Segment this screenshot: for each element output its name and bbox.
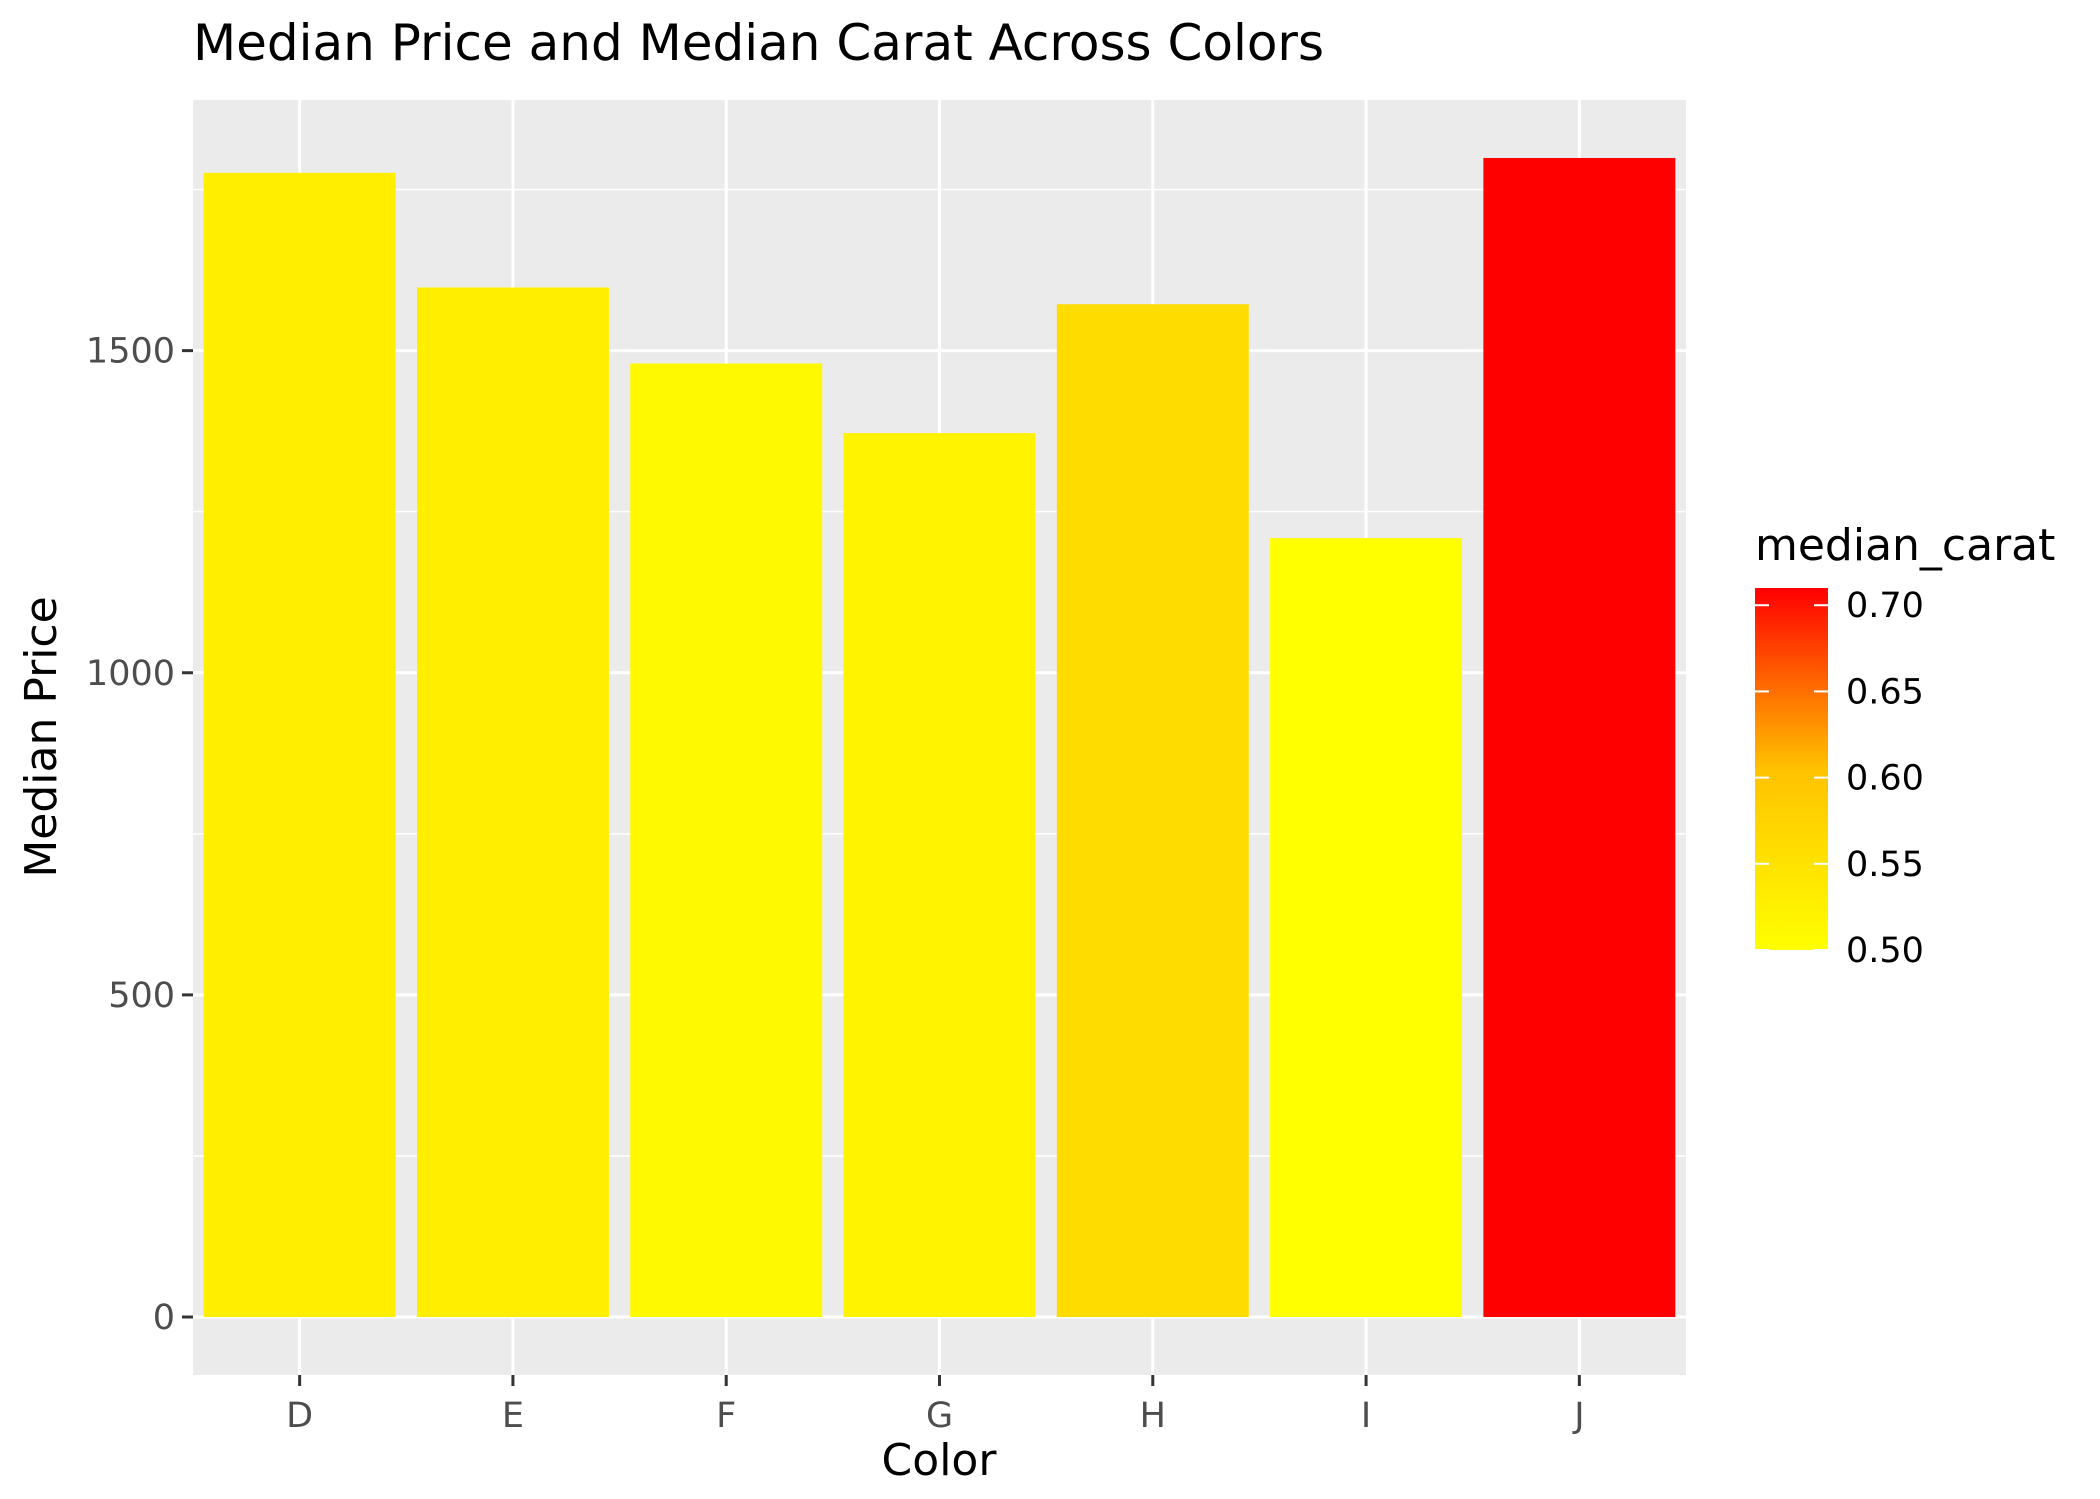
bar-D [203, 172, 396, 1318]
bar-G [843, 433, 1036, 1318]
bar-E [416, 287, 609, 1318]
legend-tick-label: 0.50 [1846, 931, 1924, 971]
legend-tick-label: 0.65 [1846, 672, 1924, 712]
x-tick-label: E [502, 1396, 524, 1436]
x-tick-label: H [1140, 1396, 1166, 1436]
x-tick-label: F [716, 1396, 736, 1436]
legend-ticks: 0.50 0.55 0.60 0.65 0.70 [1755, 586, 1924, 971]
x-axis: D E F G H I J [286, 1375, 1585, 1436]
legend-title: median_carat [1755, 520, 2055, 571]
y-tick-label: 1500 [86, 332, 175, 372]
x-tick-label: D [286, 1396, 313, 1436]
legend-tick-label: 0.55 [1846, 845, 1924, 885]
legend-tick-label: 0.70 [1846, 586, 1924, 626]
y-tick-label: 0 [153, 1298, 175, 1338]
bars [203, 157, 1676, 1318]
legend: median_carat 0.50 0.55 0.60 0.65 0.70 [1755, 520, 2055, 971]
y-axis-title: Median Price [16, 596, 67, 877]
y-axis: 0 500 1000 1500 [86, 332, 193, 1338]
bar-F [630, 363, 823, 1318]
bar-J [1483, 157, 1676, 1318]
chart-title: Median Price and Median Carat Across Col… [193, 14, 1324, 72]
x-axis-title: Color [882, 1435, 998, 1486]
legend-tick-label: 0.60 [1846, 759, 1924, 799]
legend-colorbar [1755, 588, 1828, 950]
bar-I [1270, 538, 1463, 1318]
x-tick-label: I [1361, 1396, 1371, 1436]
y-tick-label: 1000 [86, 654, 175, 694]
bar-H [1056, 304, 1249, 1318]
y-tick-label: 500 [108, 976, 175, 1016]
x-tick-label: G [926, 1396, 953, 1436]
x-tick-label: J [1572, 1396, 1584, 1436]
